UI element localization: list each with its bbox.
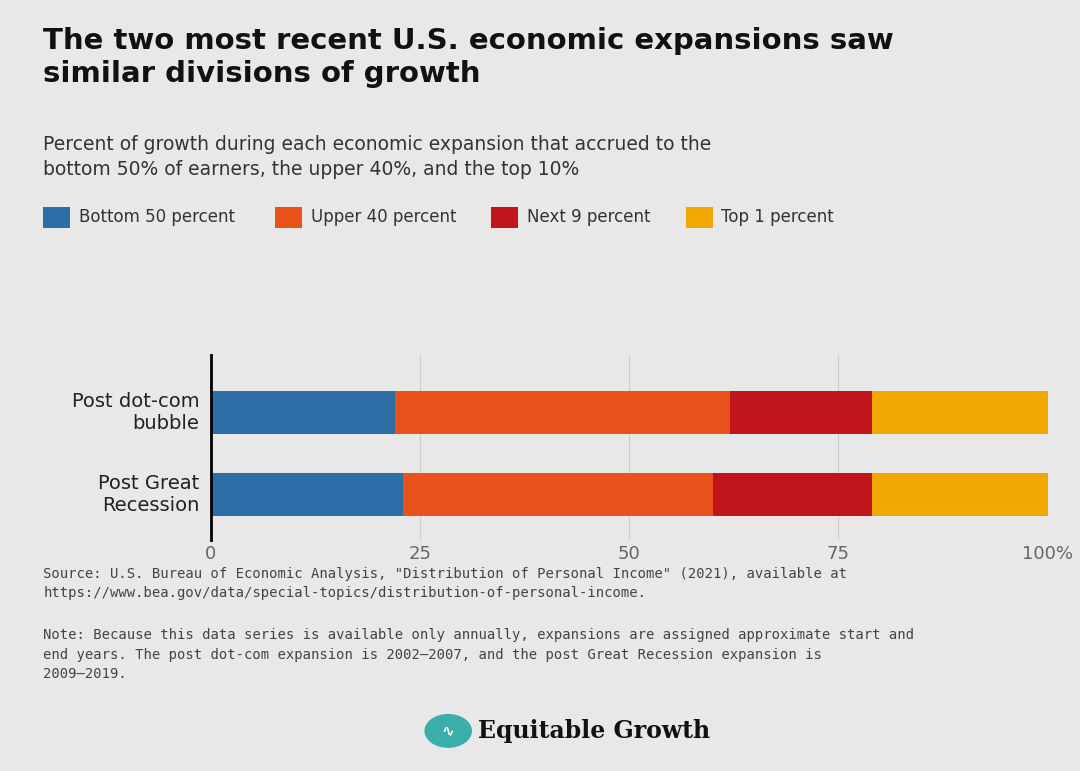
Bar	[872, 391, 1048, 433]
Text: Percent of growth during each economic expansion that accrued to the
bottom 50% : Percent of growth during each economic e…	[43, 135, 712, 179]
Bar	[403, 473, 713, 516]
Bar	[211, 391, 395, 433]
Text: Next 9 percent: Next 9 percent	[527, 208, 650, 227]
Bar	[713, 473, 872, 516]
Text: ∿: ∿	[442, 723, 455, 739]
Bar	[872, 473, 1048, 516]
Text: Note: Because this data series is available only annually, expansions are assign: Note: Because this data series is availa…	[43, 628, 914, 682]
Text: Upper 40 percent: Upper 40 percent	[311, 208, 457, 227]
Text: The two most recent U.S. economic expansions saw
similar divisions of growth: The two most recent U.S. economic expans…	[43, 27, 894, 89]
Bar	[395, 391, 730, 433]
Text: Source: U.S. Bureau of Economic Analysis, "Distribution of Personal Income" (202: Source: U.S. Bureau of Economic Analysis…	[43, 567, 847, 600]
Text: Bottom 50 percent: Bottom 50 percent	[79, 208, 234, 227]
Text: Top 1 percent: Top 1 percent	[721, 208, 834, 227]
Bar	[730, 391, 872, 433]
Text: Equitable Growth: Equitable Growth	[478, 719, 711, 743]
Bar	[211, 473, 403, 516]
